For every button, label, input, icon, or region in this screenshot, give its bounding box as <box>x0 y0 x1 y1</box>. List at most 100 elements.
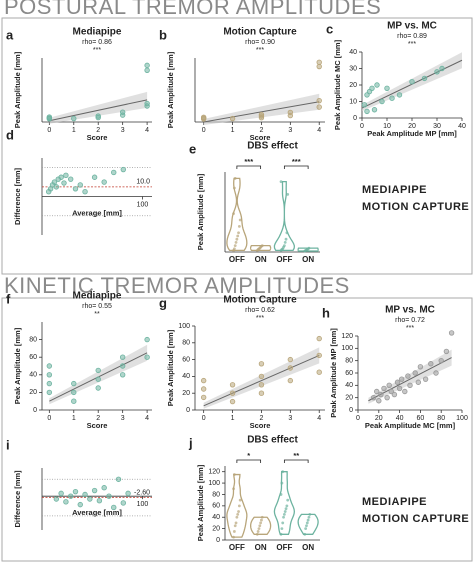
data-point <box>279 493 283 496</box>
data-point <box>280 481 284 485</box>
rho-label: rho= 0.86 <box>82 39 112 46</box>
rho-label: rho= 0.90 <box>245 39 275 46</box>
data-point <box>125 490 131 497</box>
panel-letter: h <box>322 305 330 320</box>
data-point <box>304 527 308 531</box>
x-tick-label: 100 <box>137 201 149 208</box>
legend-entry: MEDIAPIPE <box>362 184 427 196</box>
data-point <box>391 391 398 398</box>
data-point <box>229 115 236 122</box>
x-tick-label: 2 <box>96 127 100 134</box>
rho-label: rho= 0.55 <box>82 303 112 310</box>
x-tick-label: 10 <box>383 123 391 130</box>
legend-entry: MOTION CAPTURE <box>362 201 469 213</box>
x-tick-label: ON <box>255 543 267 552</box>
panel-title: Mediapipe <box>73 27 122 38</box>
data-point <box>200 394 207 401</box>
data-point <box>305 524 308 528</box>
y-tick-label: 20 <box>212 525 220 532</box>
data-point <box>236 234 240 238</box>
x-tick-label: 100 <box>137 501 149 508</box>
mean-difference-label: -2.60 <box>134 489 150 496</box>
y-tick-label: 20 <box>349 82 357 89</box>
data-point <box>229 398 236 405</box>
confidence-band <box>49 344 148 405</box>
data-point <box>144 67 150 74</box>
data-point <box>53 496 60 502</box>
x-tick-label: 0 <box>356 415 360 422</box>
fit-line <box>203 354 320 407</box>
data-point <box>259 521 263 525</box>
x-tick-label: 0 <box>47 127 51 134</box>
data-point <box>415 379 422 385</box>
y-tick-label: 40 <box>349 49 357 56</box>
panel-letter: b <box>159 27 167 42</box>
data-point <box>370 394 377 401</box>
data-point <box>95 385 101 391</box>
data-point <box>287 365 294 371</box>
data-point <box>284 507 288 511</box>
data-point <box>234 241 238 244</box>
data-point <box>71 115 77 122</box>
rho-label: rho= 0.72 <box>395 317 425 324</box>
data-point <box>402 388 408 395</box>
data-point <box>200 386 207 392</box>
data-point <box>282 244 286 248</box>
significance: ** <box>94 311 100 318</box>
data-point <box>283 510 287 513</box>
x-axis-label: Peak Amplitude MP [mm] <box>367 129 457 138</box>
x-axis-label: Score <box>250 133 271 142</box>
data-point <box>144 62 150 69</box>
data-point <box>281 521 285 525</box>
data-point <box>381 385 387 392</box>
data-point <box>200 377 207 384</box>
panel-title: Motion Capture <box>223 27 297 38</box>
y-tick-label: 40 <box>212 514 220 521</box>
data-point <box>106 493 112 499</box>
data-point <box>374 82 380 88</box>
data-point <box>232 487 235 491</box>
data-point <box>439 65 445 72</box>
data-point <box>63 172 69 179</box>
data-point <box>58 490 64 497</box>
data-point <box>369 85 375 91</box>
section-frame <box>1 17 473 275</box>
data-point <box>287 377 294 384</box>
y-axis-label: Peak Amplitude [mm] <box>196 173 205 250</box>
panel-title: DBS effect <box>247 435 298 446</box>
x-tick-label: 3 <box>288 415 292 422</box>
x-tick-label: 1 <box>72 415 76 422</box>
violin <box>297 513 319 535</box>
data-point <box>144 354 150 360</box>
data-point <box>258 524 262 528</box>
data-point <box>91 487 98 494</box>
comparison-bracket <box>236 459 262 463</box>
data-point <box>77 182 83 188</box>
significance: *** <box>256 315 264 322</box>
y-tick-label: 100 <box>178 323 190 330</box>
data-point <box>72 186 79 192</box>
data-point <box>238 498 242 502</box>
x-tick-label: 20 <box>408 123 416 130</box>
data-point <box>307 515 311 519</box>
data-point <box>285 231 289 235</box>
x-tick-label: 80 <box>437 415 445 422</box>
data-point <box>286 193 290 196</box>
panel-letter: a <box>6 27 14 42</box>
significance: ** <box>293 451 299 460</box>
data-point <box>258 390 265 396</box>
data-point <box>101 485 107 491</box>
data-point <box>374 388 380 395</box>
data-point <box>119 363 126 369</box>
y-tick-label: 0 <box>186 407 190 414</box>
y-tick-label: 0 <box>349 407 353 414</box>
data-point <box>111 504 117 511</box>
y-tick-label: 120 <box>341 333 353 340</box>
panel-title: MP vs. MC <box>385 305 435 316</box>
data-point <box>72 488 79 495</box>
data-point <box>316 104 322 110</box>
data-point <box>386 382 392 389</box>
data-point <box>232 247 236 251</box>
y-axis-label: Peak Amplitude [mm] <box>196 464 205 541</box>
data-point <box>281 470 285 474</box>
